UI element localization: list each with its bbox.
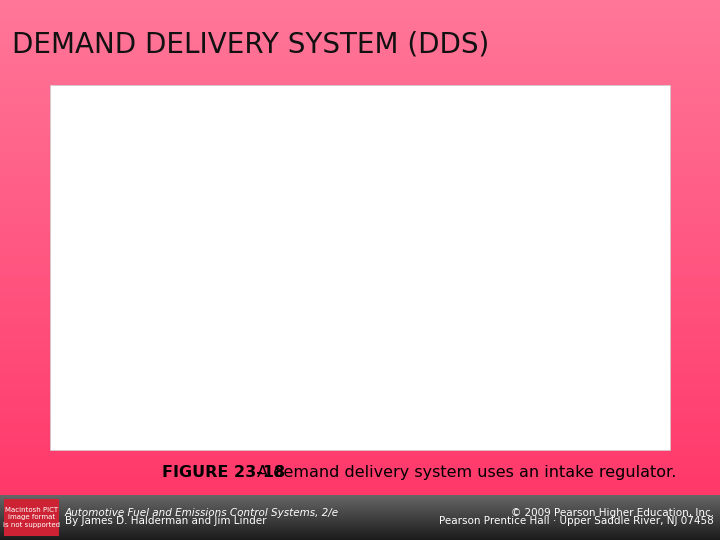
Text: Pearson Prentice Hall · Upper Saddle River, NJ 07458: Pearson Prentice Hall · Upper Saddle Riv… [439,516,714,526]
Text: DEMAND DELIVERY SYSTEM (DDS): DEMAND DELIVERY SYSTEM (DDS) [12,31,490,59]
Bar [50,85,670,450]
Bar [4,499,59,536]
Text: FIGURE 23-18: FIGURE 23-18 [162,465,285,480]
Text: A demand delivery system uses an intake regulator.: A demand delivery system uses an intake … [252,465,676,480]
Text: By James D. Halderman and Jim Linder: By James D. Halderman and Jim Linder [65,516,266,526]
Text: Automotive Fuel and Emissions Control Systems, 2/e: Automotive Fuel and Emissions Control Sy… [65,509,339,518]
Text: Macintosh PICT
image format
is not supported: Macintosh PICT image format is not suppo… [3,508,60,528]
Text: © 2009 Pearson Higher Education, Inc.: © 2009 Pearson Higher Education, Inc. [511,509,714,518]
